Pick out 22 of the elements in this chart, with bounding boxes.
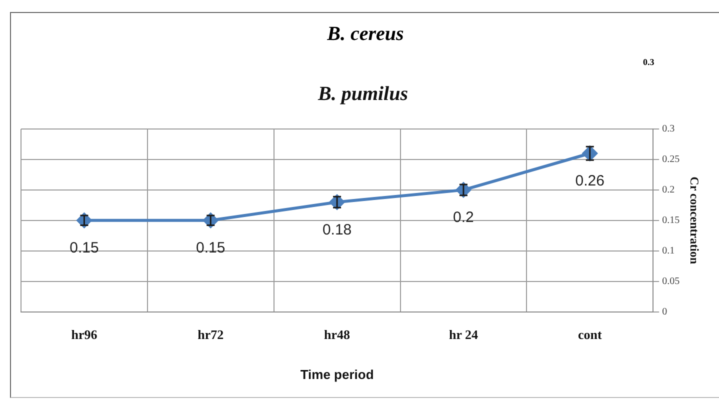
text: B. cereus bbox=[326, 23, 405, 46]
y-axis-title: Cr concentration bbox=[688, 176, 702, 264]
data-label: 0.26 bbox=[575, 172, 604, 190]
y-tick-label: 0.2 bbox=[662, 184, 675, 196]
x-tick-label: hr96 bbox=[71, 326, 98, 342]
text: 0.3 bbox=[643, 57, 654, 67]
x-tick-label: hr48 bbox=[324, 326, 351, 342]
data-label: 0.18 bbox=[322, 221, 352, 238]
chart-title: B. pumilus bbox=[316, 83, 408, 106]
x-tick-label: hr 24 bbox=[448, 326, 478, 342]
y-tick-label: 0.1 bbox=[662, 245, 675, 256]
x-axis-title: Time period bbox=[300, 366, 374, 382]
x-tick-label: hr72 bbox=[198, 326, 224, 342]
y-tick-label: 0 bbox=[662, 306, 668, 318]
x-tick-label: cont bbox=[578, 326, 602, 342]
y-tick-label: 0.05 bbox=[662, 276, 680, 287]
data-label: 0.15 bbox=[196, 240, 226, 257]
data-label: 0.15 bbox=[70, 240, 99, 257]
data-label: 0.2 bbox=[453, 209, 474, 226]
y-tick-label: 0.15 bbox=[662, 215, 680, 226]
y-tick-label: 0.3 bbox=[662, 124, 675, 135]
y-tick-label: 0.25 bbox=[662, 154, 680, 166]
